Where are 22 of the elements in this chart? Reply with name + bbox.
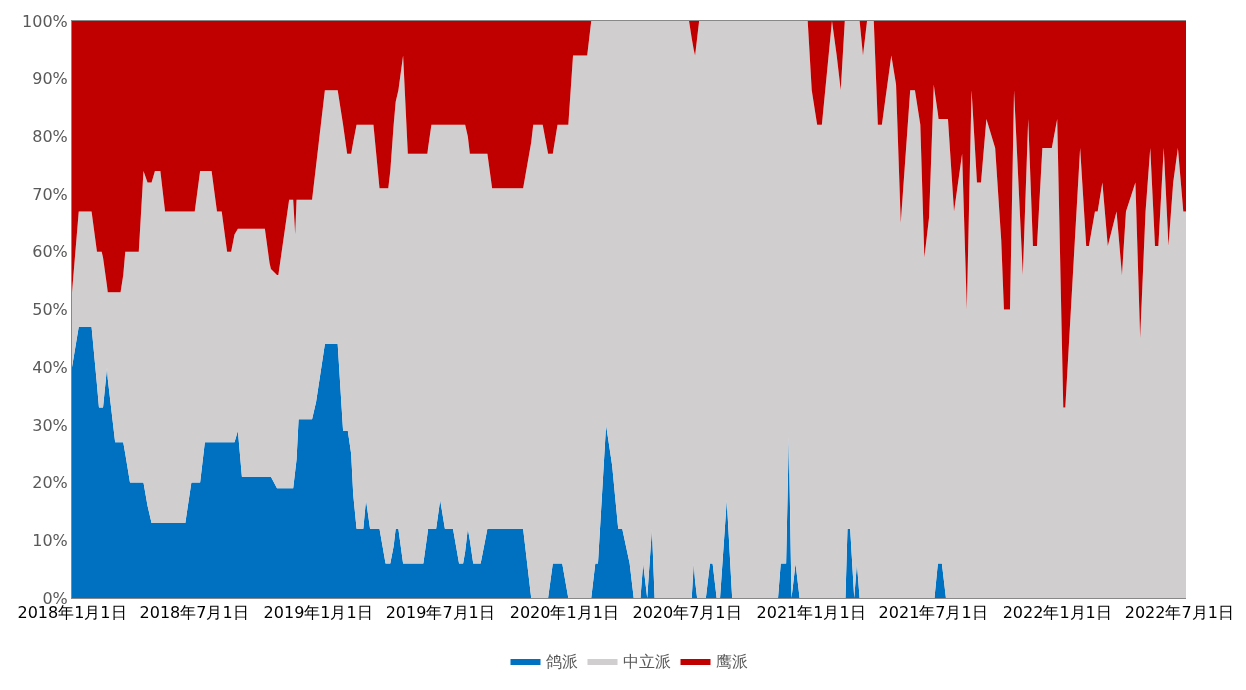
y-tick-label: 40% <box>32 357 68 377</box>
x-tick-label: 2021年1月1日 <box>756 603 866 623</box>
x-tick-label: 2019年1月1日 <box>263 603 373 623</box>
x-tick-label: 2018年7月1日 <box>139 603 249 623</box>
y-tick-label: 30% <box>32 415 68 435</box>
x-tick-label: 2021年7月1日 <box>878 603 988 623</box>
y-tick-label: 60% <box>32 242 68 262</box>
y-tick-label: 90% <box>32 69 68 89</box>
y-tick-label: 100% <box>22 11 68 31</box>
legend-label: 中立派 <box>622 652 671 672</box>
x-tick-label: 2022年1月1日 <box>1002 603 1112 623</box>
x-tick-label: 2019年7月1日 <box>385 603 495 623</box>
x-tick-label: 2020年7月1日 <box>632 603 742 623</box>
x-tick-label: 2022年7月1日 <box>1124 603 1234 623</box>
x-tick-label: 2020年1月1日 <box>509 603 619 623</box>
legend-label: 鹰派 <box>715 652 748 672</box>
y-tick-label: 50% <box>32 300 68 320</box>
y-tick-label: 80% <box>32 127 68 146</box>
y-tick-label: 70% <box>32 184 68 204</box>
y-tick-label: 10% <box>32 530 68 550</box>
y-tick-label: 20% <box>32 473 68 493</box>
legend-label: 鸽派 <box>545 652 578 672</box>
